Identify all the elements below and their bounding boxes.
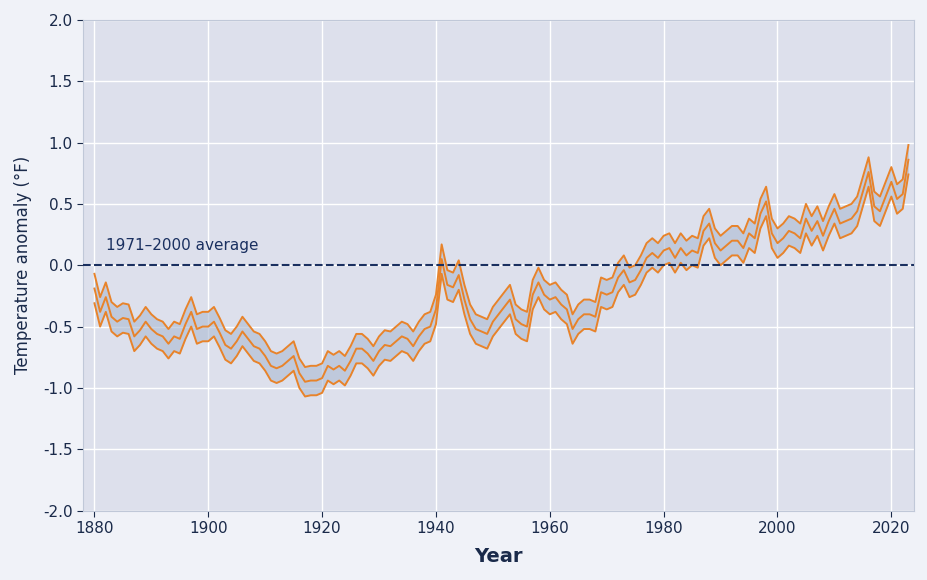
Y-axis label: Temperature anomaly (°F): Temperature anomaly (°F) (14, 156, 32, 374)
X-axis label: Year: Year (474, 547, 522, 566)
Text: 1971–2000 average: 1971–2000 average (106, 238, 258, 253)
